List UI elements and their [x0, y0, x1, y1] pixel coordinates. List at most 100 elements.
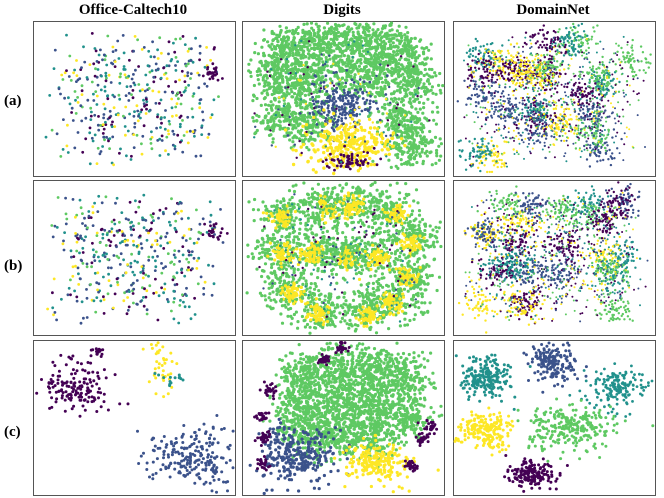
embedding-point	[61, 78, 65, 81]
embedding-point	[400, 97, 404, 101]
embedding-point	[489, 56, 492, 59]
embedding-point	[599, 124, 603, 127]
embedding-point	[156, 48, 159, 52]
embedding-point	[633, 60, 636, 63]
embedding-point	[300, 138, 304, 142]
embedding-point	[365, 108, 369, 111]
embedding-point	[409, 64, 413, 68]
embedding-point	[577, 43, 580, 46]
embedding-point	[101, 58, 104, 62]
embedding-point	[349, 109, 352, 113]
embedding-point	[278, 73, 282, 77]
embedding-point	[181, 119, 184, 122]
embedding-point	[111, 135, 115, 139]
embedding-point	[282, 104, 285, 108]
embedding-point	[546, 53, 549, 56]
embedding-point	[386, 119, 390, 122]
embedding-point	[393, 67, 397, 71]
embedding-point	[295, 156, 298, 159]
embedding-point	[499, 113, 503, 116]
embedding-point	[382, 72, 386, 76]
embedding-point	[271, 137, 275, 141]
embedding-point	[371, 28, 375, 32]
embedding-point	[518, 81, 521, 85]
embedding-point	[514, 97, 517, 100]
embedding-point	[380, 47, 384, 51]
embedding-point	[480, 74, 483, 78]
embedding-point	[370, 145, 374, 149]
embedding-point	[293, 143, 296, 146]
embedding-point	[178, 91, 182, 94]
embedding-point	[350, 158, 354, 162]
embedding-point	[80, 66, 83, 69]
embedding-point	[425, 46, 429, 50]
embedding-point	[156, 67, 160, 71]
embedding-point	[146, 83, 149, 87]
embedding-point	[302, 74, 307, 78]
embedding-point	[351, 161, 354, 165]
embedding-point	[400, 108, 405, 112]
embedding-point	[543, 37, 546, 40]
embedding-point	[170, 106, 174, 110]
embedding-point	[355, 98, 359, 101]
embedding-point	[517, 127, 520, 130]
embedding-point	[611, 157, 614, 160]
embedding-point	[586, 115, 589, 118]
embedding-point	[503, 64, 506, 68]
embedding-point	[525, 56, 528, 59]
embedding-point	[125, 154, 128, 158]
embedding-point	[356, 163, 360, 167]
embedding-point	[537, 68, 540, 71]
embedding-point	[588, 114, 591, 118]
embedding-point	[178, 125, 182, 129]
embedding-point	[478, 150, 481, 153]
embedding-point	[594, 117, 597, 120]
embedding-point	[344, 140, 347, 144]
embedding-point	[95, 75, 99, 79]
embedding-point	[332, 37, 336, 41]
embedding-point	[174, 105, 178, 109]
embedding-point	[396, 125, 400, 129]
embedding-point	[546, 64, 549, 67]
embedding-point	[482, 44, 485, 48]
embedding-point	[355, 26, 359, 30]
embedding-point	[186, 74, 190, 78]
embedding-point	[616, 50, 619, 53]
embedding-point	[385, 122, 390, 126]
embedding-point	[182, 134, 186, 137]
embedding-point	[408, 91, 412, 95]
embedding-point	[435, 154, 439, 158]
embedding-point	[304, 123, 309, 127]
embedding-point	[174, 69, 178, 72]
embedding-point	[199, 98, 203, 101]
embedding-point	[264, 79, 268, 83]
embedding-point	[562, 139, 566, 143]
embedding-point	[474, 80, 477, 83]
embedding-point	[507, 52, 510, 55]
embedding-point	[377, 66, 381, 70]
embedding-point	[252, 83, 256, 88]
embedding-point	[434, 92, 438, 96]
embedding-point	[571, 29, 574, 32]
embedding-point	[498, 59, 502, 63]
embedding-point	[209, 116, 213, 119]
embedding-point	[168, 122, 172, 126]
embedding-point	[180, 69, 184, 73]
embedding-point	[268, 86, 272, 90]
embedding-point	[214, 68, 218, 72]
embedding-point	[575, 115, 578, 118]
embedding-point	[118, 151, 121, 155]
embedding-point	[418, 152, 422, 156]
embedding-point	[189, 77, 192, 80]
embedding-point	[278, 120, 282, 124]
embedding-point	[557, 126, 560, 129]
embedding-point	[303, 93, 307, 97]
embedding-point	[267, 44, 271, 48]
embedding-point	[277, 91, 281, 95]
embedding-point	[358, 113, 362, 116]
embedding-point	[388, 109, 392, 113]
embedding-point	[563, 45, 566, 49]
embedding-point	[545, 43, 549, 46]
embedding-point	[123, 125, 127, 128]
embedding-point	[400, 133, 404, 138]
